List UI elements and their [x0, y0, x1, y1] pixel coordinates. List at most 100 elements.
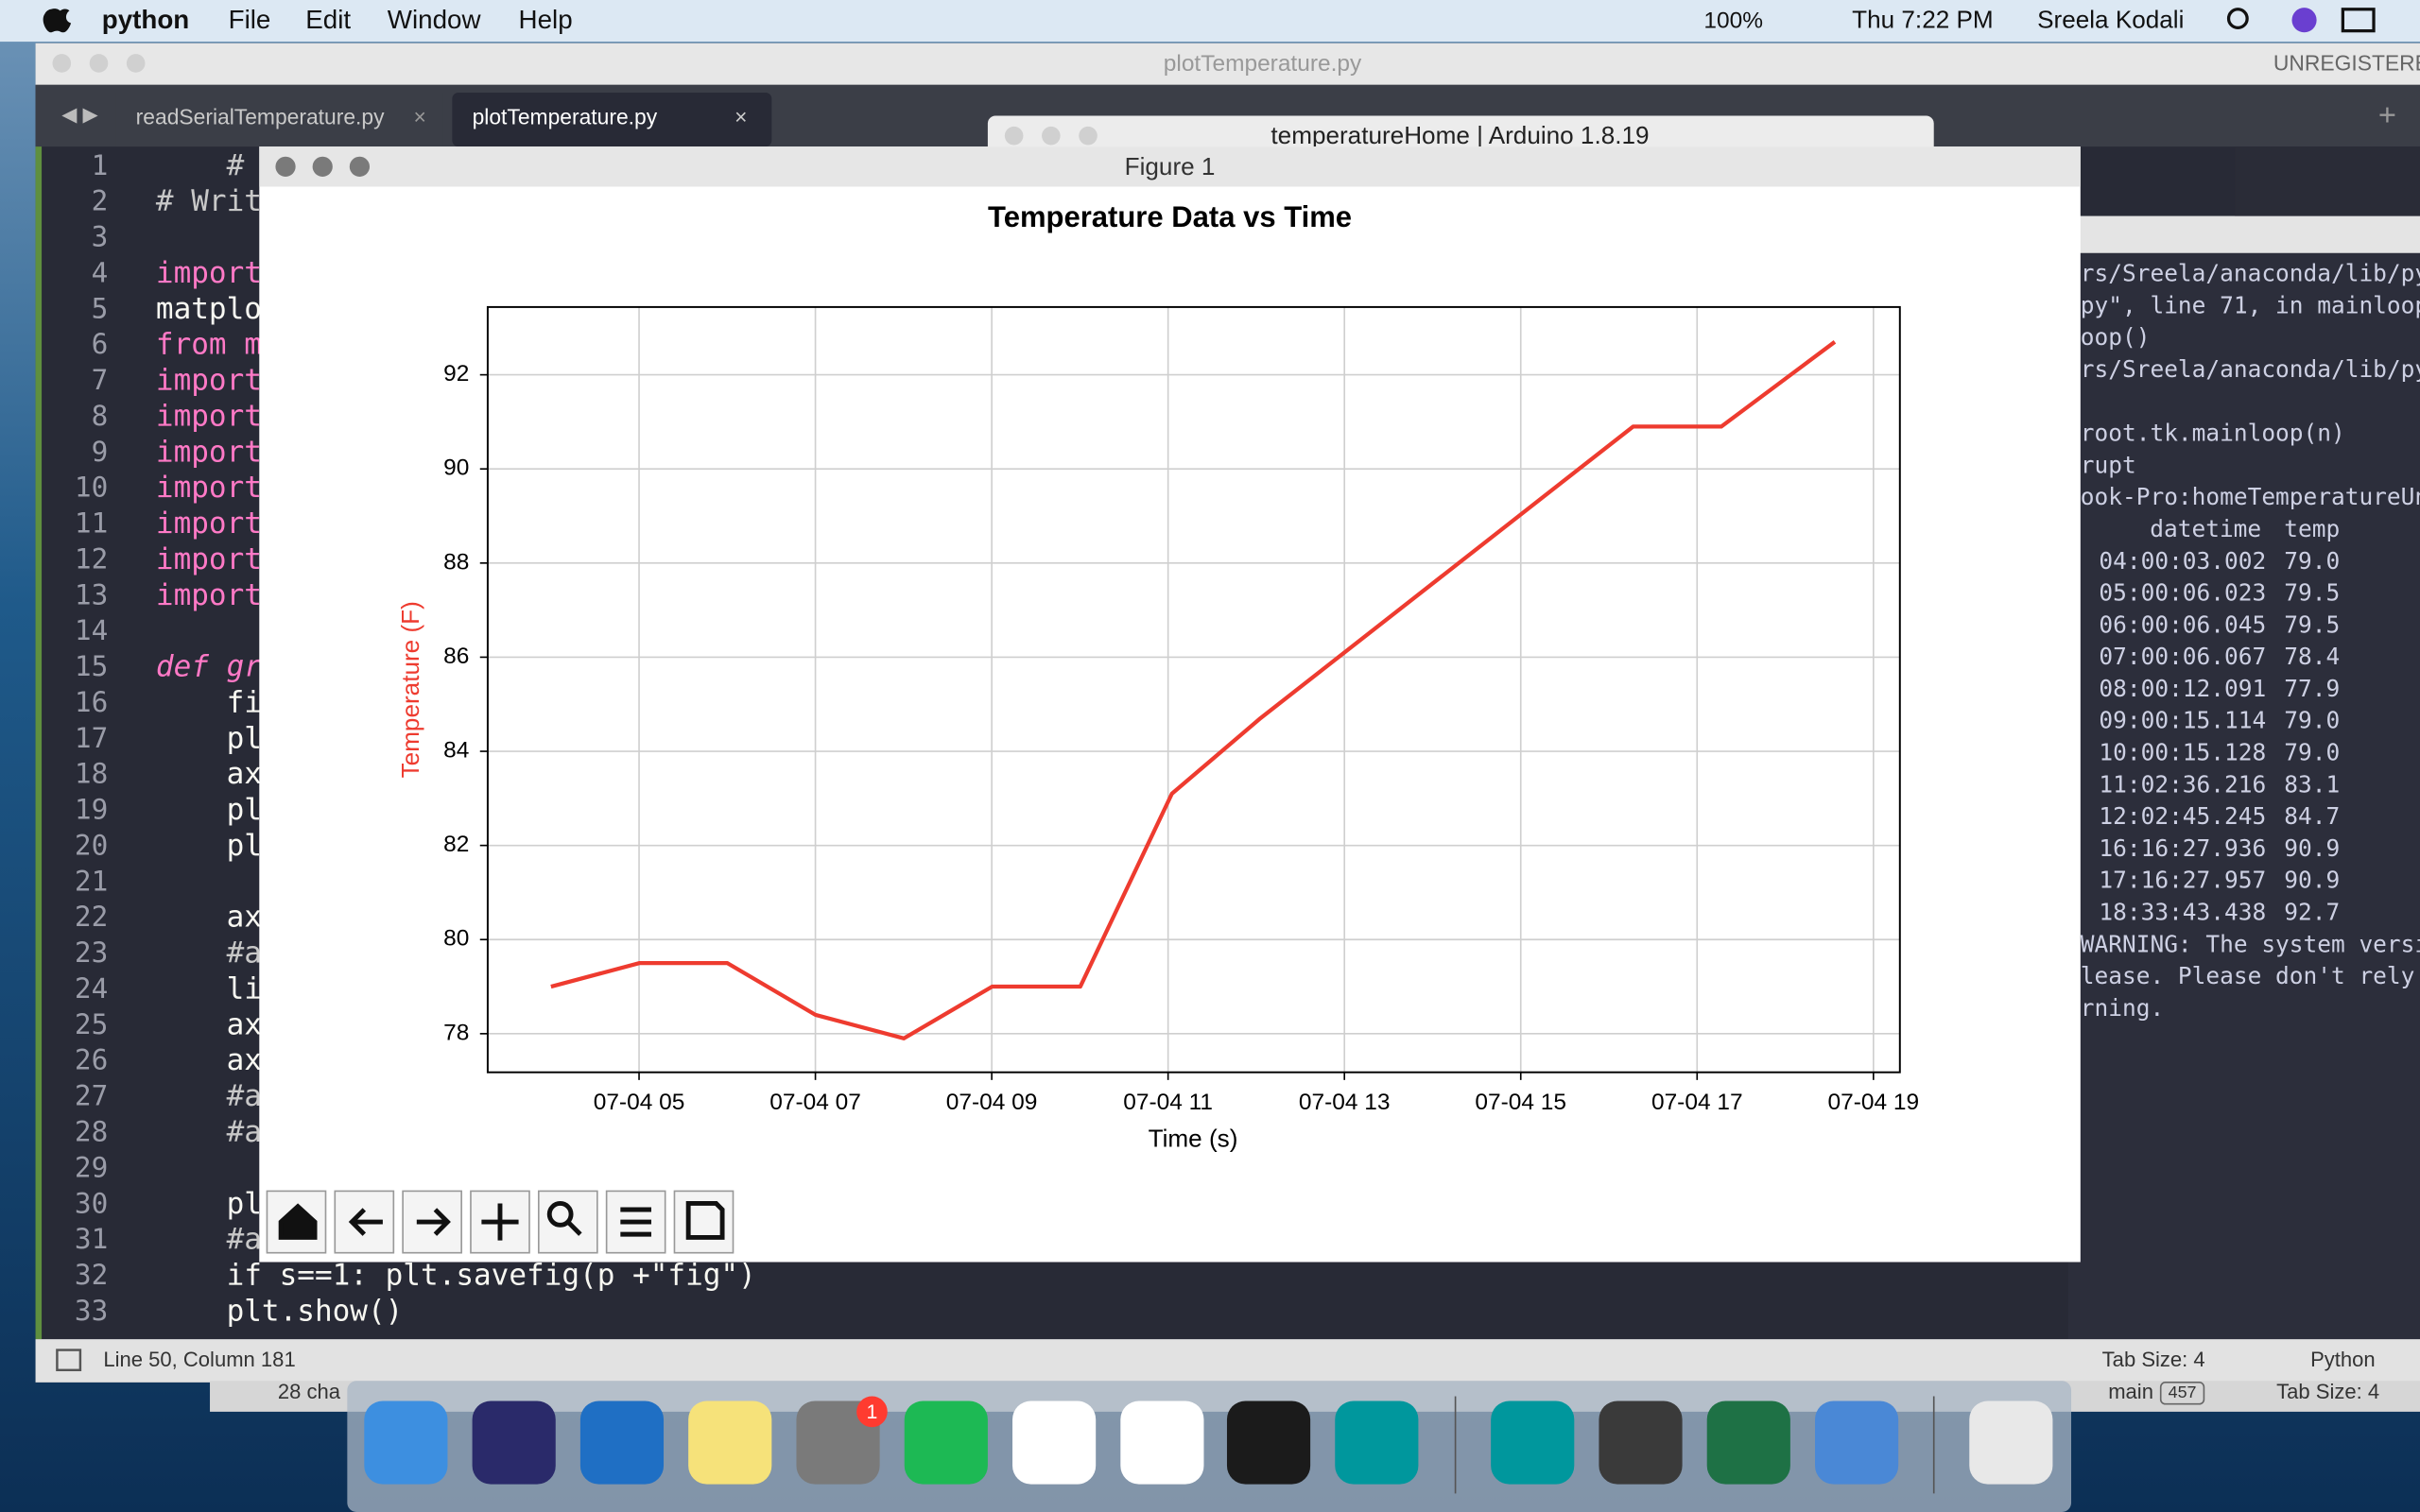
tab-close[interactable]: ×: [414, 105, 426, 129]
user-name[interactable]: Sreela Kodali: [2037, 6, 2184, 34]
clock[interactable]: Thu 7:22 PM: [1852, 6, 1993, 34]
tab-close[interactable]: ×: [735, 105, 747, 129]
figure-window: [259, 146, 2081, 1263]
terminal-cell: 10:00:15.128: [2099, 739, 2266, 766]
terminal-cell: 07:00:06.067: [2099, 643, 2266, 670]
home-icon[interactable]: [278, 1203, 318, 1240]
window-close[interactable]: [52, 54, 72, 73]
arduino-titlebar: [987, 115, 1934, 155]
menu-item[interactable]: Edit: [305, 5, 351, 34]
data-line: [550, 340, 1837, 1040]
gutter-edge: [35, 146, 43, 1340]
configure-icon[interactable]: [620, 1207, 651, 1237]
dock-icon[interactable]: [472, 1400, 556, 1485]
code-line: ax: [156, 757, 262, 791]
window-zoom[interactable]: [126, 54, 146, 73]
dock-icon[interactable]: [688, 1400, 772, 1485]
dock-icon[interactable]: [1335, 1400, 1419, 1485]
terminal-cell: 04:00:03.002: [2099, 547, 2266, 575]
dock-icon[interactable]: [1120, 1400, 1204, 1485]
window-close[interactable]: [1004, 126, 1024, 146]
line-number: 7: [92, 364, 109, 396]
line-number: 12: [75, 542, 108, 575]
spotlight-icon[interactable]: [2226, 8, 2249, 30]
zoom-icon[interactable]: [546, 1201, 582, 1236]
code-line: import: [156, 471, 262, 505]
terminal-cell: 79.5: [2284, 610, 2340, 638]
code-line: ax: [156, 901, 262, 935]
menu-item[interactable]: Window: [388, 5, 482, 34]
back-tab-size: Tab Size: 4: [2276, 1380, 2379, 1403]
code-line: matplo: [156, 292, 262, 326]
arduino-title: temperatureHome | Arduino 1.8.19: [1270, 121, 1649, 149]
dock-icon[interactable]: [1969, 1400, 2053, 1485]
terminal-line: rupt: [2081, 451, 2136, 478]
code-line: #: [156, 148, 245, 182]
app-menu[interactable]: python: [102, 5, 189, 34]
terminal-cell: 90.9: [2284, 834, 2340, 862]
terminal-titlebar: [2067, 215, 2420, 253]
tab-label[interactable]: readSerialTemperature.py: [136, 105, 385, 129]
window-minimize[interactable]: [1042, 126, 1061, 146]
menu-item[interactable]: File: [229, 5, 271, 34]
terminal-cell: 11:02:36.216: [2099, 770, 2266, 798]
forward-icon[interactable]: [416, 1208, 451, 1236]
dock-icon[interactable]: [1226, 1400, 1311, 1485]
dock-icon[interactable]: [1491, 1400, 1575, 1485]
window-close[interactable]: [275, 156, 296, 177]
line-number: 24: [75, 972, 108, 1005]
line-number: 4: [92, 256, 109, 288]
tab[interactable]: [115, 92, 443, 147]
line-number: 6: [92, 328, 109, 360]
window-minimize[interactable]: [89, 54, 109, 73]
dock-icon[interactable]: [1706, 1400, 1790, 1485]
dock-icon[interactable]: [1815, 1400, 1899, 1485]
terminal-cell: 79.0: [2284, 547, 2340, 575]
dock-icon[interactable]: [1599, 1400, 1683, 1485]
back-icon[interactable]: [348, 1208, 383, 1236]
tab-nav[interactable]: ◀ ▶: [61, 104, 98, 126]
code-line: ax: [156, 1043, 262, 1077]
line-number: 17: [75, 722, 108, 754]
sidebar-toggle[interactable]: [56, 1349, 82, 1372]
tab-label[interactable]: plotTemperature.py: [473, 105, 658, 129]
dock-icon[interactable]: [796, 1400, 880, 1485]
code-line: fi: [156, 685, 262, 719]
menu-item[interactable]: Help: [519, 5, 573, 34]
y-tick-label: 86: [443, 644, 469, 669]
pan-icon[interactable]: [481, 1203, 519, 1241]
line-number: 18: [75, 758, 108, 790]
terminal-line: ook-Pro:homeTemperatureUni: [2081, 483, 2420, 510]
dock-icon[interactable]: [579, 1400, 665, 1485]
dock-icon[interactable]: [364, 1400, 448, 1485]
apple-logo[interactable]: [43, 9, 72, 33]
figure-titlebar: [259, 146, 2081, 187]
window-zoom[interactable]: [349, 156, 371, 177]
terminal-line: root.tk.mainloop(n): [2081, 420, 2345, 447]
window-zoom[interactable]: [1079, 126, 1098, 146]
new-tab[interactable]: +: [2378, 97, 2396, 132]
status-syntax[interactable]: Python: [2310, 1348, 2376, 1371]
siri-icon[interactable]: [2291, 8, 2317, 33]
x-axis-label: Time (s): [1149, 1124, 1238, 1152]
terminal-cell: 17:16:27.957: [2099, 867, 2266, 894]
save-icon[interactable]: [685, 1201, 725, 1240]
tab-active[interactable]: [452, 92, 772, 147]
status-bar: [35, 1339, 2420, 1383]
line-number: 19: [75, 794, 108, 826]
terminal-cell: 79.0: [2284, 739, 2340, 766]
code-line: import: [156, 578, 262, 612]
git-branch[interactable]: main: [2108, 1380, 2153, 1403]
terminal-line: rs/Sreela/anaconda/lib/pyth: [2081, 355, 2420, 383]
x-tick-label: 07-04 13: [1299, 1090, 1391, 1115]
notification-icon[interactable]: [2341, 8, 2376, 33]
window-minimize[interactable]: [312, 156, 333, 177]
code-line: import: [156, 542, 262, 576]
y-tick-label: 82: [443, 832, 469, 857]
dock-icon[interactable]: [904, 1400, 988, 1485]
code-line: def gr: [156, 650, 262, 684]
status-tab-size[interactable]: Tab Size: 4: [2102, 1348, 2205, 1371]
code-line: if s==1: plt.savefig(p +"fig"): [156, 1259, 756, 1293]
line-number: 10: [75, 472, 108, 504]
dock-icon[interactable]: [1012, 1400, 1097, 1485]
